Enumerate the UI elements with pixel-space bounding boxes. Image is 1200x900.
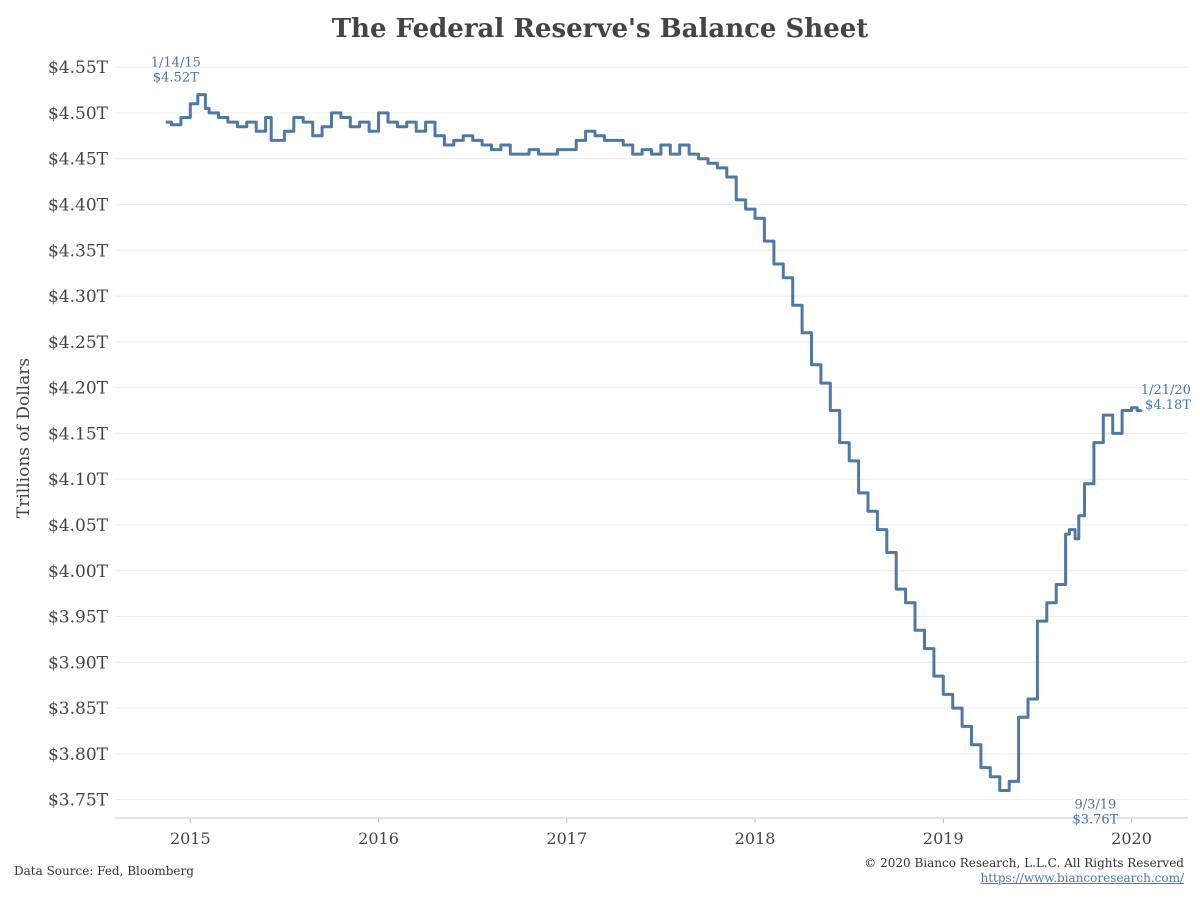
y-tick-label: $4.35T bbox=[48, 241, 109, 261]
x-tick-labels: 2015 2016 2017 2018 2019 2020 bbox=[170, 818, 1152, 848]
y-tick-label: $3.95T bbox=[48, 608, 109, 628]
y-tick-label: $4.30T bbox=[48, 287, 109, 307]
annotation-date: 1/21/20 bbox=[1141, 383, 1191, 398]
y-tick-label: $4.20T bbox=[48, 379, 109, 399]
x-tick-label: 2019 bbox=[923, 829, 964, 848]
y-tick-label: $4.45T bbox=[48, 150, 109, 170]
annotation-value: $4.18T bbox=[1145, 398, 1191, 413]
y-tick-label: $3.85T bbox=[48, 699, 109, 719]
y-tick-label: $4.05T bbox=[48, 516, 109, 536]
annotation-date: 1/14/15 bbox=[151, 56, 201, 71]
copyright-note: © 2020 Bianco Research, L.L.C. All Right… bbox=[864, 856, 1184, 870]
website-link[interactable]: https://www.biancoresearch.com/ bbox=[980, 871, 1184, 885]
y-tick-label: $4.10T bbox=[48, 470, 109, 490]
y-tick-label: $4.00T bbox=[48, 562, 109, 582]
x-tick-label: 2018 bbox=[735, 829, 776, 848]
x-tick-label: 2016 bbox=[358, 829, 399, 848]
annotations: 1/14/15$4.52T 9/3/19$3.76T 1/21/20$4.18T bbox=[151, 56, 1191, 828]
data-source-note: Data Source: Fed, Bloomberg bbox=[14, 864, 194, 878]
y-tick-label: $4.55T bbox=[48, 58, 109, 78]
y-tick-label: $3.75T bbox=[48, 791, 109, 811]
x-tick-label: 2017 bbox=[546, 829, 587, 848]
y-tick-label: $4.50T bbox=[48, 104, 109, 124]
series-line bbox=[165, 93, 1143, 792]
gridlines bbox=[115, 66, 1188, 801]
annotation-value: $3.76T bbox=[1072, 813, 1118, 828]
y-tick-label: $4.40T bbox=[48, 196, 109, 216]
y-tick-label: $4.25T bbox=[48, 333, 109, 353]
chart-title: The Federal Reserve's Balance Sheet bbox=[331, 14, 869, 44]
series-group bbox=[165, 93, 1143, 792]
y-tick-labels: $3.75T $3.80T $3.85T $3.90T $3.95T $4.00T $4.0… bbox=[48, 58, 109, 811]
x-tick-label: 2015 bbox=[170, 829, 211, 848]
x-tick-label: 2020 bbox=[1111, 829, 1152, 848]
y-tick-label: $3.80T bbox=[48, 745, 109, 765]
annotation-value: $4.52T bbox=[153, 71, 199, 86]
y-tick-label: $4.15T bbox=[48, 424, 109, 444]
y-tick-label: $3.90T bbox=[48, 653, 109, 673]
annotation-date: 9/3/19 bbox=[1074, 798, 1116, 813]
